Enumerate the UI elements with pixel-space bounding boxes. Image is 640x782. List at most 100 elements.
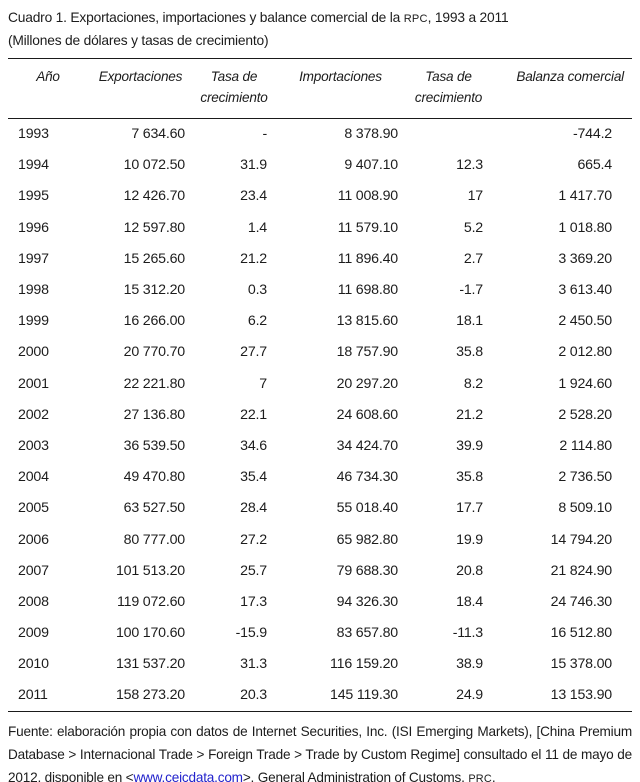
table-cell: 2000: [18, 344, 49, 361]
table-cell: 11 698.80: [337, 282, 398, 299]
table-cell: 2004: [18, 469, 49, 486]
table-cell: 79 688.30: [336, 562, 399, 579]
source-text: Fuente: elaboración propia con datos de …: [8, 723, 632, 782]
table-cell: 35.8: [456, 469, 483, 486]
column-header-growth-rate-imports: Tasa de crecimiento: [406, 58, 491, 119]
table-row: 2003 36 539.50 34.6 34 424.70 39.9 2 114.80: [8, 430, 632, 461]
table-cell: 116 159.20: [330, 656, 398, 673]
table-cell: 2003: [18, 437, 49, 454]
table-cell: 665.4: [577, 157, 612, 174]
table-cell: -1.7: [459, 282, 483, 299]
table-row: 2008 119 072.60 17.3 94 326.30 18.4 24 746.30: [8, 586, 632, 617]
table-cell: 1.4: [247, 219, 267, 236]
table-cell: 94 326.30: [336, 593, 399, 610]
table-cell: 7 634.60: [131, 126, 185, 143]
table-cell: 15 312.20: [123, 282, 186, 299]
data-table: Año Exportaciones Tasa de crecimiento Im…: [8, 58, 632, 712]
table-cell: 5.2: [463, 219, 483, 236]
table-cell: 65 982.80: [336, 531, 399, 548]
table-cell: 31.9: [240, 157, 267, 174]
table-cell: 27.7: [240, 344, 267, 361]
table-cell: 21.2: [240, 250, 267, 267]
table-cell: 63 527.50: [123, 500, 186, 517]
table-cell: 11 579.10: [337, 219, 398, 236]
table-row: 2000 20 770.70 27.7 18 757.90 35.8 2 012.80: [8, 337, 632, 368]
table-cell: 8 509.10: [558, 500, 612, 517]
table-cell: 25.7: [240, 562, 267, 579]
table-body: 1993 7 634.60 - 8 378.90 -744.2 1994 10 072.50…: [8, 119, 632, 712]
table-cell: 6.2: [247, 313, 267, 330]
column-header-growth-rate-exports: Tasa de crecimiento: [193, 58, 275, 119]
table-subtitle: (Millones de dólares y tasas de crecimie…: [8, 33, 269, 48]
table-cell: 101 513.20: [115, 562, 185, 579]
table-cell: 2006: [18, 531, 49, 548]
table-cell: 2005: [18, 500, 49, 517]
table-cell: 36 539.50: [123, 437, 186, 454]
table-cell: 15 378.00: [550, 656, 613, 673]
table-cell: 24.9: [406, 679, 491, 712]
table-cell: 2008: [18, 593, 49, 610]
table-cell: 100 170.60: [115, 625, 185, 642]
table-cell: 22 221.80: [123, 375, 186, 392]
table-cell: 12.3: [456, 157, 483, 174]
table-cell: 35.4: [240, 469, 267, 486]
column-header-exports: Exportaciones: [88, 58, 193, 119]
table-row: 1994 10 072.50 31.9 9 407.10 12.3 665.4: [8, 150, 632, 181]
title-text: Cuadro 1. Exportaciones, importaciones y…: [8, 10, 404, 25]
table-cell: 18.1: [456, 313, 483, 330]
title-text: , 1993 a 2011: [427, 10, 509, 25]
table-row: 2001 22 221.80 7 20 297.20 8.2 1 924.60: [8, 368, 632, 399]
table-cell: 31.3: [240, 656, 267, 673]
table-cell: 24 608.60: [336, 406, 399, 423]
table-row: 2009 100 170.60 -15.9 83 657.80 -11.3 16 512.…: [8, 618, 632, 649]
source-text: .: [491, 769, 496, 782]
column-header-year: Año: [8, 58, 88, 119]
title-acronym: RPC: [403, 13, 428, 25]
table-cell: 22.1: [240, 406, 267, 423]
table-cell: 14 794.20: [550, 531, 613, 548]
table-row: 2005 63 527.50 28.4 55 018.40 17.7 8 509.10: [8, 493, 632, 524]
table-cell: -744.2: [572, 126, 612, 143]
table-cell: 2.7: [463, 250, 483, 267]
table-row: 2004 49 470.80 35.4 46 734.30 35.8 2 736.50: [8, 462, 632, 493]
table-cell: 1 417.70: [558, 188, 612, 205]
table-cell: 17.7: [456, 500, 483, 517]
table-cell: 1999: [18, 313, 49, 330]
ceicdata-link[interactable]: www.ceicdata.com: [133, 769, 243, 782]
table-cell: 1995: [18, 188, 49, 205]
table-cell: 10 072.50: [123, 157, 186, 174]
table-cell: 20.8: [456, 562, 483, 579]
table-cell: 27.2: [240, 531, 267, 548]
table-cell: 49 470.80: [123, 469, 186, 486]
column-header-trade-balance: Balanza comercial: [491, 58, 632, 119]
table-cell: 16 266.00: [123, 313, 186, 330]
table-row: 1998 15 312.20 0.3 11 698.80 -1.7 3 613.40: [8, 274, 632, 305]
source-text: >. General Administration of Customs,: [242, 769, 469, 782]
table-cell: 2002: [18, 406, 49, 423]
table-row: 2007 101 513.20 25.7 79 688.30 20.8 21 824.90: [8, 555, 632, 586]
table-row: 2011 158 273.20 20.3 145 119.30 24.9 13 153.9…: [8, 679, 632, 712]
table-cell: 131 537.20: [115, 656, 185, 673]
table-cell: 1997: [18, 250, 49, 267]
table-cell: 20.3: [193, 679, 275, 712]
table-cell: 1 924.60: [558, 375, 612, 392]
table-row: 1996 12 597.80 1.4 11 579.10 5.2 1 018.80: [8, 212, 632, 243]
column-header-imports: Importaciones: [275, 58, 406, 119]
table-cell: 23.4: [240, 188, 267, 205]
table-cell: 158 273.20: [88, 679, 193, 712]
table-cell: 1994: [18, 157, 49, 174]
table-cell: 2 736.50: [558, 469, 612, 486]
table-cell: 12 597.80: [123, 219, 186, 236]
table-cell: 18 757.90: [336, 344, 399, 361]
table-cell: 83 657.80: [336, 625, 399, 642]
table-cell: 2 450.50: [558, 313, 612, 330]
table-cell: 2007: [18, 562, 49, 579]
source-note: Fuente: elaboración propia con datos de …: [8, 720, 632, 782]
table-row: 1993 7 634.60 - 8 378.90 -744.2: [8, 119, 632, 150]
table-cell: 46 734.30: [336, 469, 399, 486]
table-row: 1995 12 426.70 23.4 11 008.90 17 1 417.70: [8, 181, 632, 212]
table-cell: 27 136.80: [123, 406, 186, 423]
table-cell: 38.9: [456, 656, 483, 673]
table-cell: 80 777.00: [123, 531, 186, 548]
